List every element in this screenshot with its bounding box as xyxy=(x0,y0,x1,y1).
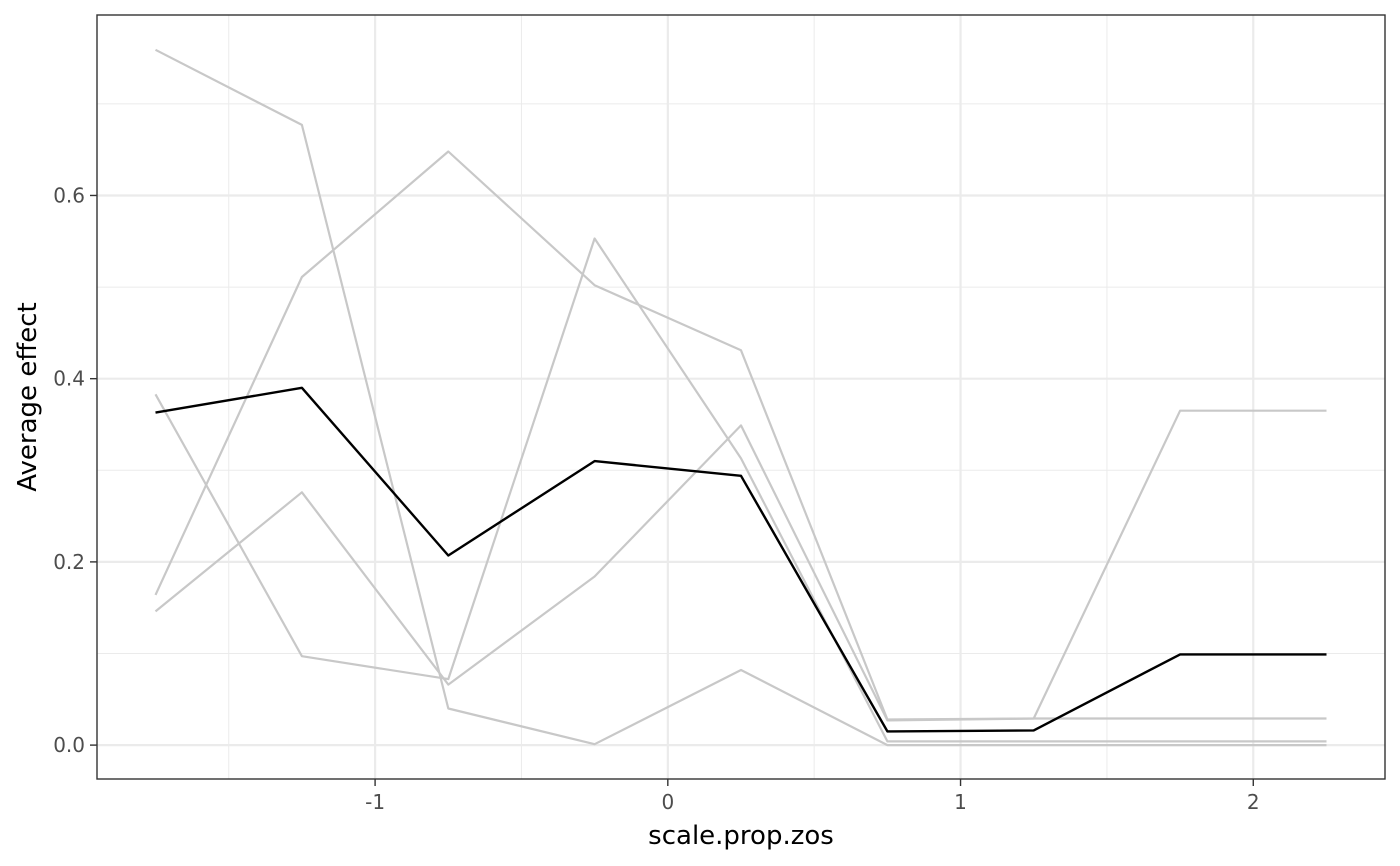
y-axis: 0.0 0.2 0.4 0.6 xyxy=(53,183,97,757)
series-line-2 xyxy=(154,237,1327,743)
x-tick-label: -1 xyxy=(365,790,385,814)
y-axis-title: Average effect xyxy=(13,302,43,491)
x-tick-label: 0 xyxy=(661,790,674,814)
y-tick-label: 0.6 xyxy=(53,183,85,207)
y-tick-label: 0.4 xyxy=(53,367,85,391)
x-tick-label: 2 xyxy=(1247,790,1260,814)
series-line-1 xyxy=(154,150,1327,721)
panel-background xyxy=(97,15,1385,779)
x-axis-title: scale.prop.zos xyxy=(648,821,834,851)
y-tick-label: 0.2 xyxy=(53,550,85,574)
series-line-0 xyxy=(154,48,1327,747)
panel-border xyxy=(96,14,1386,780)
y-tick-label: 0.0 xyxy=(53,733,85,757)
series-line-3 xyxy=(154,409,1327,722)
grid-minor xyxy=(97,15,1385,779)
x-tick-label: 1 xyxy=(954,790,967,814)
series-line-average xyxy=(155,386,1327,733)
data-lines xyxy=(154,48,1327,747)
x-axis: -1 0 1 2 xyxy=(365,779,1260,814)
